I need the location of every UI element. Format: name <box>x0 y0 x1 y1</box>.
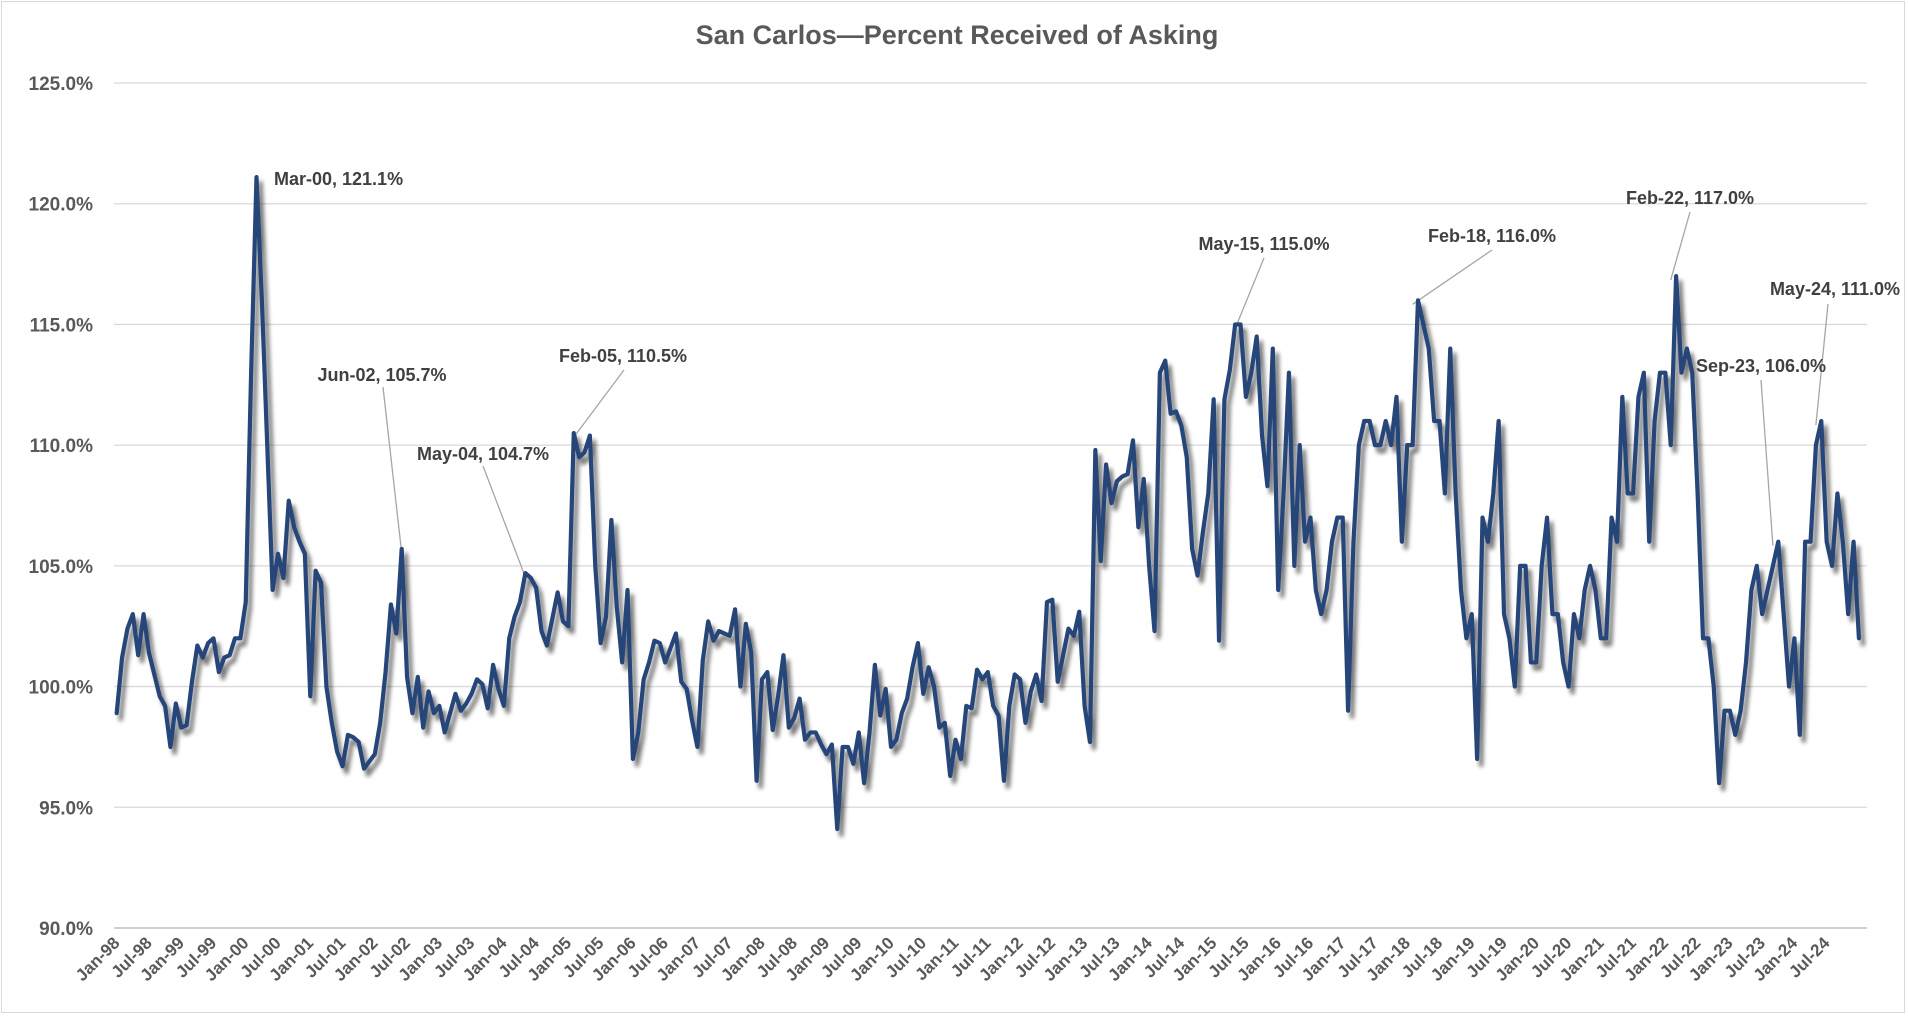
annotation-leader <box>1760 379 1774 546</box>
chart-title: San Carlos—Percent Received of Asking <box>696 20 1219 50</box>
y-tick-label: 115.0% <box>30 315 93 336</box>
annotation-label: May-04, 104.7% <box>417 444 549 464</box>
annotation-leader <box>1670 211 1691 281</box>
annotation-label: Feb-05, 110.5% <box>559 346 687 366</box>
gridlines <box>114 82 1867 808</box>
series-layer <box>114 175 1862 832</box>
y-tick-label: 105.0% <box>29 557 94 578</box>
annotation-label: Sep-23, 106.0% <box>1696 356 1826 376</box>
x-axis-ticks: Jan-98Jul-98Jan-99Jul-99Jan-00Jul-00Jan-… <box>72 933 1834 985</box>
y-tick-label: 100.0% <box>29 678 94 699</box>
annotation-label: May-24, 111.0% <box>1770 279 1900 299</box>
annotation-leader <box>482 465 527 578</box>
series-line <box>114 175 1862 832</box>
annotation-leader <box>382 386 403 554</box>
annotation-label: Mar-00, 121.1% <box>274 169 403 189</box>
annotation-label: Feb-22, 117.0% <box>1626 188 1754 208</box>
y-tick-label: 120.0% <box>29 195 94 216</box>
annotation-leaders <box>382 211 1829 578</box>
y-tick-label: 125.0% <box>29 74 94 95</box>
y-axis-ticks: 90.0% 95.0% 100.0% 105.0% 110.0% 115.0% 120.0%… <box>29 74 94 940</box>
annotation-leader <box>1412 249 1493 305</box>
annotation-label: Jun-02, 105.7% <box>317 365 446 385</box>
y-tick-label: 110.0% <box>30 436 93 457</box>
y-tick-label: 90.0% <box>39 919 93 940</box>
annotation-label: Feb-18, 116.0% <box>1428 226 1556 246</box>
annotation-label: May-15, 115.0% <box>1198 234 1329 254</box>
annotation-leader <box>1815 303 1829 426</box>
y-tick-label: 95.0% <box>39 798 93 819</box>
annotation-leader <box>1234 257 1265 329</box>
annotation-leader <box>573 369 625 438</box>
annotations: Mar-00, 121.1% Jun-02, 105.7% May-04, 104.… <box>274 169 1900 464</box>
